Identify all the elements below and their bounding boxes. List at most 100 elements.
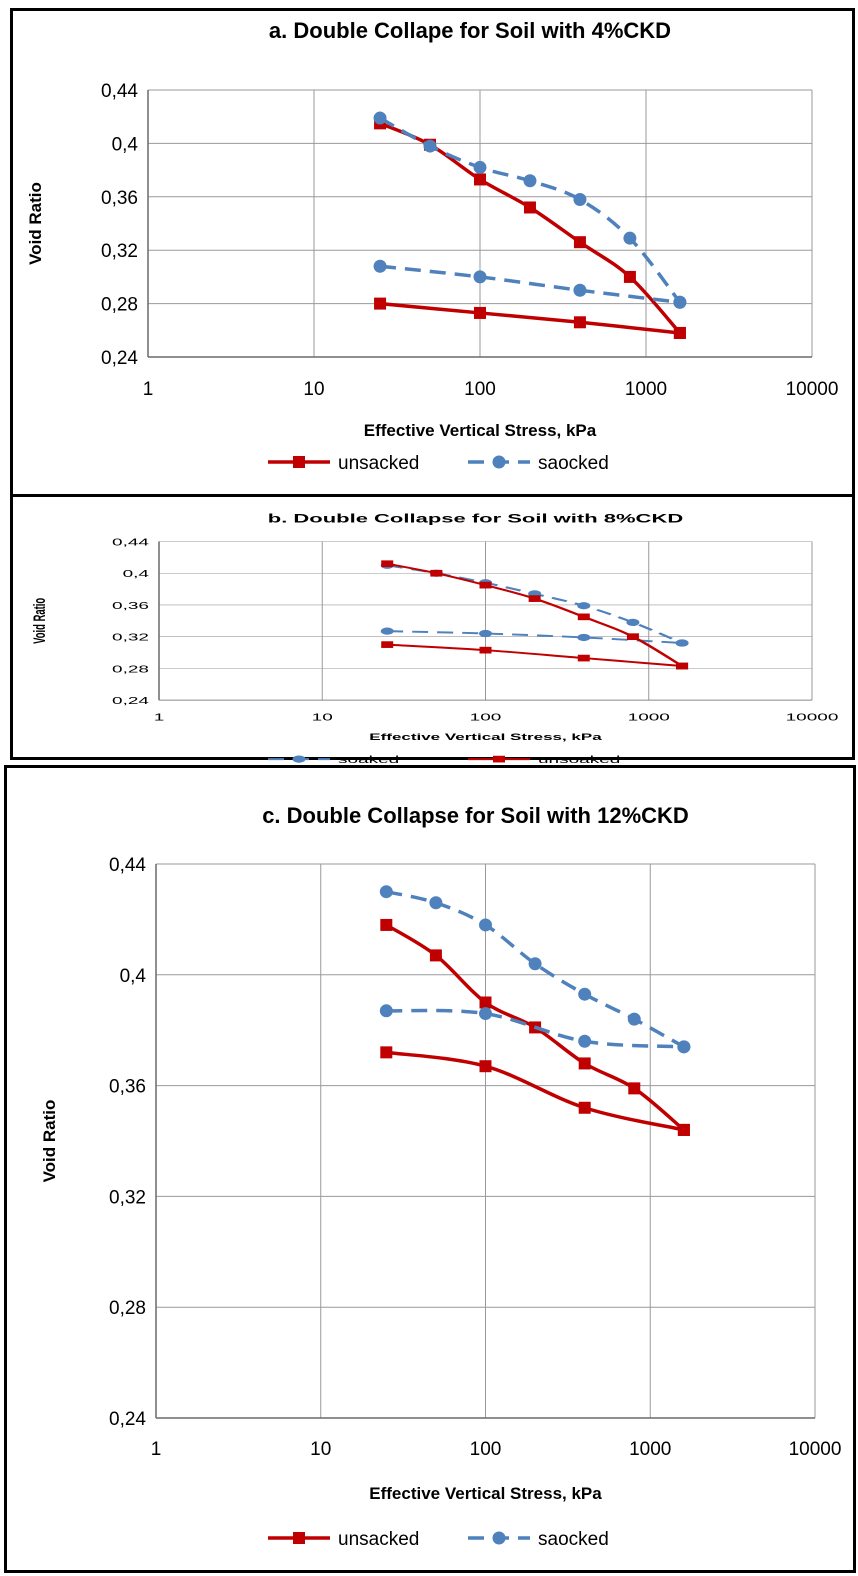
data-point-unsoaked [381, 560, 394, 568]
x-tick-label: 1000 [629, 1439, 671, 1460]
data-point-unsoaked [626, 633, 639, 641]
data-point-unsoaked [676, 662, 689, 670]
legend-marker-unsacked [293, 456, 305, 468]
data-point-unsacked [673, 326, 686, 339]
series-line-unsoaked-1 [387, 643, 683, 667]
data-point-saocked [379, 885, 393, 899]
data-point-saocked [573, 283, 587, 297]
x-tick-label: 1 [143, 379, 154, 400]
x-tick-label: 10 [312, 712, 333, 724]
data-point-saocked [479, 918, 492, 932]
data-point-saocked [578, 987, 592, 1001]
data-point-unsoaked [528, 595, 541, 602]
y-tick-label: 0,32 [109, 1187, 146, 1208]
y-tick-label: 0,4 [123, 568, 150, 580]
legend-marker-unsoaked [493, 755, 505, 763]
data-point-saocked [528, 957, 542, 971]
y-axis-label: Void Ratio [30, 598, 49, 644]
data-point-saocked [423, 139, 437, 153]
data-point-unsacked [578, 1101, 591, 1114]
x-tick-label: 1000 [628, 712, 670, 724]
data-point-unsacked [677, 1123, 690, 1136]
y-tick-label: 0,4 [120, 966, 147, 987]
data-point-unsacked [429, 949, 442, 962]
series-line-saocked-1 [379, 264, 681, 305]
data-point-unsacked [474, 173, 486, 186]
legend-label-soaked: soaked [338, 754, 399, 763]
y-tick-label: 0,32 [112, 632, 149, 644]
data-point-saocked [673, 295, 687, 309]
data-point-saocked [677, 1040, 691, 1054]
x-tick-label: 100 [470, 712, 502, 724]
y-axis-label: Void Ratio [26, 182, 45, 265]
x-tick-label: 1 [151, 1439, 162, 1460]
x-tick-label: 10000 [789, 1439, 842, 1460]
data-point-unsacked [374, 297, 387, 310]
chart-b-svg: b. Double Collapse for Soil with 8%CKD 0,… [30, 512, 839, 763]
data-point-unsoaked [577, 613, 590, 621]
chart-title: c. Double Collapse for Soil with 12%CKD [262, 803, 689, 828]
x-tick-label: 10 [303, 379, 324, 400]
data-point-unsacked [573, 236, 586, 249]
series-line-unsacked-1 [386, 1050, 685, 1132]
y-tick-label: 0,36 [109, 1077, 146, 1098]
data-point-soaked [380, 627, 394, 635]
data-point-unsacked [479, 996, 492, 1009]
y-tick-label: 0,24 [112, 695, 150, 707]
chart-c-svg: c. Double Collapse for Soil with 12%CKD 0… [40, 803, 842, 1550]
data-point-unsacked [479, 1060, 492, 1073]
legend-marker-unsacked [293, 1532, 305, 1544]
chart-title: b. Double Collapse for Soil with 8%CKD [268, 512, 684, 526]
data-point-unsacked [380, 918, 393, 931]
data-point-saocked [373, 111, 387, 125]
data-point-saocked [627, 1012, 641, 1026]
series-line-unsoaked-0 [386, 562, 684, 667]
x-tick-label: 100 [464, 379, 496, 400]
data-point-soaked [479, 629, 492, 638]
x-axis-label: Effective Vertical Stress, kPa [364, 421, 597, 440]
x-tick-label: 1 [154, 712, 165, 724]
data-point-saocked [623, 231, 637, 245]
legend-marker-saocked [492, 1531, 506, 1545]
legend-marker-soaked [292, 755, 306, 763]
legend-label-unsacked: unsacked [338, 1529, 419, 1550]
data-point-unsoaked [479, 581, 492, 589]
data-point-unsacked [623, 270, 636, 283]
y-tick-label: 0,24 [109, 1409, 146, 1430]
legend-label-saocked: saocked [538, 453, 609, 474]
y-tick-label: 0,32 [101, 241, 138, 262]
data-point-soaked [626, 618, 640, 627]
data-point-saocked [479, 1007, 492, 1021]
data-point-saocked [373, 259, 387, 273]
series-line-unsacked-0 [379, 121, 682, 335]
y-tick-label: 0,44 [101, 81, 138, 102]
data-point-unsoaked [479, 646, 492, 654]
data-point-saocked [473, 270, 487, 284]
data-point-unsoaked [430, 569, 443, 577]
y-tick-label: 0,36 [101, 188, 138, 209]
x-tick-label: 10000 [786, 379, 839, 400]
data-point-saocked [573, 192, 587, 206]
chart-a-svg: a. Double Collape for Soil with 4%CKD 0,2… [26, 18, 839, 474]
x-tick-label: 1000 [625, 379, 667, 400]
series-line-saocked-1 [386, 1008, 684, 1049]
data-point-saocked [473, 160, 487, 174]
chart-panel-b: b. Double Collapse for Soil with 8%CKD 0,… [10, 494, 855, 763]
y-tick-label: 0,24 [101, 348, 138, 369]
series-line-unsacked-1 [379, 301, 681, 335]
y-tick-label: 0,44 [109, 855, 146, 876]
legend-label-saocked: saocked [538, 1529, 609, 1550]
x-tick-label: 10000 [786, 712, 839, 724]
chart-panel-a: a. Double Collape for Soil with 4%CKD 0,2… [10, 8, 855, 497]
data-point-saocked [578, 1034, 592, 1048]
y-axis-label: Void Ratio [40, 1100, 59, 1183]
y-tick-label: 0,44 [112, 536, 150, 548]
x-tick-label: 100 [470, 1439, 502, 1460]
chart-title: a. Double Collape for Soil with 4%CKD [269, 18, 671, 43]
data-point-unsacked [523, 201, 536, 214]
x-tick-label: 10 [310, 1439, 331, 1460]
y-tick-label: 0,36 [112, 600, 149, 612]
series-line-soaked-0 [386, 564, 684, 644]
data-point-soaked [577, 602, 591, 610]
legend-label-unsacked: unsacked [338, 453, 419, 474]
